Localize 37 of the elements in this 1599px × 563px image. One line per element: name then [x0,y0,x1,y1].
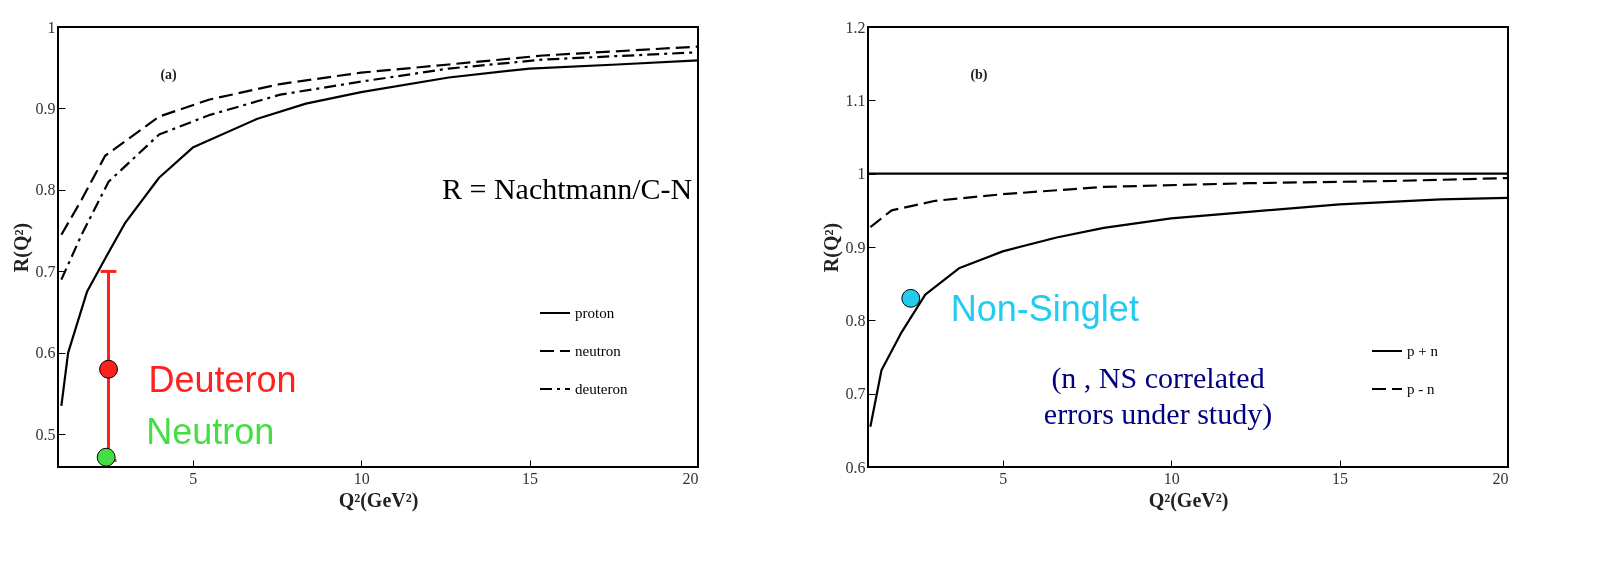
x-tick-label: 5 [189,469,198,487]
y-tick-label: 1.2 [845,18,866,36]
annotation: (b) [970,67,988,84]
y-tick-label: 1 [857,165,866,183]
x-tick-label: 20 [1492,469,1509,487]
y-tick-label: 0.7 [35,262,56,280]
y-tick-label: 0.9 [845,238,866,256]
annotation: (a) [160,67,178,84]
y-axis-title: R(Q²) [9,222,33,273]
y-tick-label: 0.6 [35,344,56,362]
x-tick-label: 5 [999,469,1008,487]
series-label: Deuteron [148,359,297,401]
legend-label: proton [575,305,615,321]
y-tick-label: 0.7 [845,385,866,403]
legend-label: p + n [1407,343,1439,359]
annotation: (n , NS correlated errors under study) [1043,361,1273,431]
series-label: Neutron [146,411,275,453]
y-tick-label: 0.9 [35,99,56,117]
legend-label: p - n [1407,381,1435,397]
y-axis-title: R(Q²) [819,222,843,273]
y-tick-label: 0.8 [845,311,866,329]
y-tick-label: 1.1 [845,91,866,109]
legend-label: neutron [575,343,622,359]
series-label: Non-Singlet [950,288,1139,330]
x-tick-label: 15 [1332,469,1349,487]
x-axis-title: Q²(GeV²) [338,488,419,512]
legend-label: deuteron [575,381,628,397]
y-tick-label: 1 [47,18,56,36]
y-tick-label: 0.6 [845,458,866,476]
y-tick-label: 0.8 [35,181,56,199]
x-tick-label: 10 [1163,469,1180,487]
annotation: R = Nachtmann/C-N [442,171,693,205]
y-tick-label: 0.5 [35,425,56,443]
x-tick-label: 20 [682,469,699,487]
x-tick-label: 10 [353,469,370,487]
x-tick-label: 15 [522,469,539,487]
x-axis-title: Q²(GeV²) [1148,488,1229,512]
